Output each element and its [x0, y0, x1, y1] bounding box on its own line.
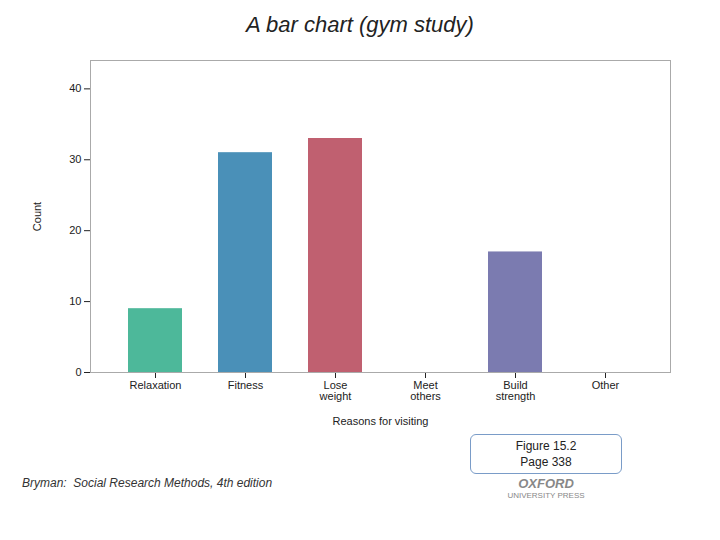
svg-text:0: 0	[75, 366, 81, 378]
svg-text:40: 40	[69, 82, 81, 94]
svg-text:Other: Other	[592, 379, 620, 391]
svg-text:10: 10	[69, 295, 81, 307]
svg-text:Count: Count	[31, 202, 43, 231]
svg-text:Meetothers: Meetothers	[410, 379, 441, 402]
svg-text:30: 30	[69, 153, 81, 165]
svg-text:Relaxation: Relaxation	[130, 379, 182, 391]
html-text:Figure 15.2: Figure 15.2	[515, 439, 577, 453]
html-text:A bar chart (gym study): A bar chart (gym study)	[246, 12, 474, 37]
svg-text:Buildstrength: Buildstrength	[496, 379, 536, 402]
svg-text:Fitness: Fitness	[228, 379, 264, 391]
html-text:OXFORD: OXFORD	[518, 476, 574, 491]
html-text:Page 338: Page 338	[520, 455, 572, 469]
html-text:Bryman: Social Research Method: Bryman: Social Research Methods, 4th edi…	[22, 476, 273, 490]
svg-text:Loseweight: Loseweight	[319, 379, 352, 402]
svg-text:Reasons for visiting: Reasons for visiting	[333, 415, 429, 427]
html-text:UNIVERSITY PRESS: UNIVERSITY PRESS	[507, 491, 585, 500]
svg-text:20: 20	[69, 224, 81, 236]
